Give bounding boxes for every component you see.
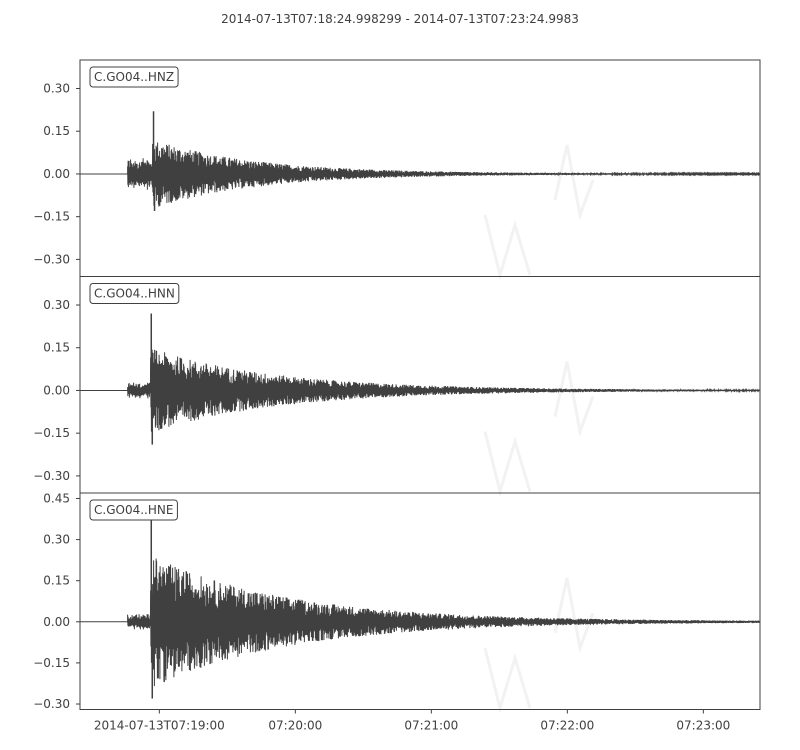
trace-label-box [89, 283, 180, 304]
y-tick-label: −0.30 [33, 252, 70, 266]
trace-label: C.GO04..HNZ [94, 70, 174, 84]
y-tick-label: 0.30 [43, 533, 70, 547]
y-tick-label: −0.30 [33, 469, 70, 483]
y-tick-label: 0.00 [43, 615, 70, 629]
panel-frame [79, 492, 761, 710]
x-tick-label: 07:22:00 [540, 719, 594, 733]
y-tick-label: −0.30 [33, 697, 70, 711]
waveform-trace [127, 142, 761, 207]
y-tick-label: 0.15 [43, 341, 70, 355]
y-tick-label: 0.45 [43, 491, 70, 505]
watermark-logo-wave [553, 361, 595, 438]
x-tick-label: 2014-07-13T07:19:00 [94, 719, 225, 733]
trace-label: C.GO04..HNE [94, 503, 173, 517]
x-tick-label: 07:23:00 [676, 719, 730, 733]
trace-label-box [89, 499, 178, 521]
waveform-trace [127, 349, 761, 432]
y-tick-label: −0.15 [33, 656, 70, 670]
y-tick-label: −0.15 [33, 426, 70, 440]
x-tick-label: 07:21:00 [404, 719, 458, 733]
y-tick-label: −0.15 [33, 210, 70, 224]
watermark-logo-wave [553, 577, 595, 654]
waveform-trace [127, 558, 761, 687]
watermark-logo-wave [553, 144, 595, 221]
y-tick-label: 0.00 [43, 383, 70, 397]
chart-title: 2014-07-13T07:18:24.998299 - 2014-07-13T… [221, 12, 579, 26]
x-tick-label: 07:20:00 [268, 719, 322, 733]
watermark-logo-w [483, 214, 532, 281]
y-tick-label: 0.30 [43, 81, 70, 95]
y-tick-label: 0.15 [43, 124, 70, 138]
y-tick-label: 0.00 [43, 167, 70, 181]
watermark-logo-w [483, 647, 532, 714]
y-tick-label: 0.15 [43, 574, 70, 588]
y-tick-label: 0.30 [43, 298, 70, 312]
watermark-logo-w [483, 431, 532, 498]
trace-label: C.GO04..HNN [94, 287, 175, 301]
trace-label-box [89, 66, 179, 88]
